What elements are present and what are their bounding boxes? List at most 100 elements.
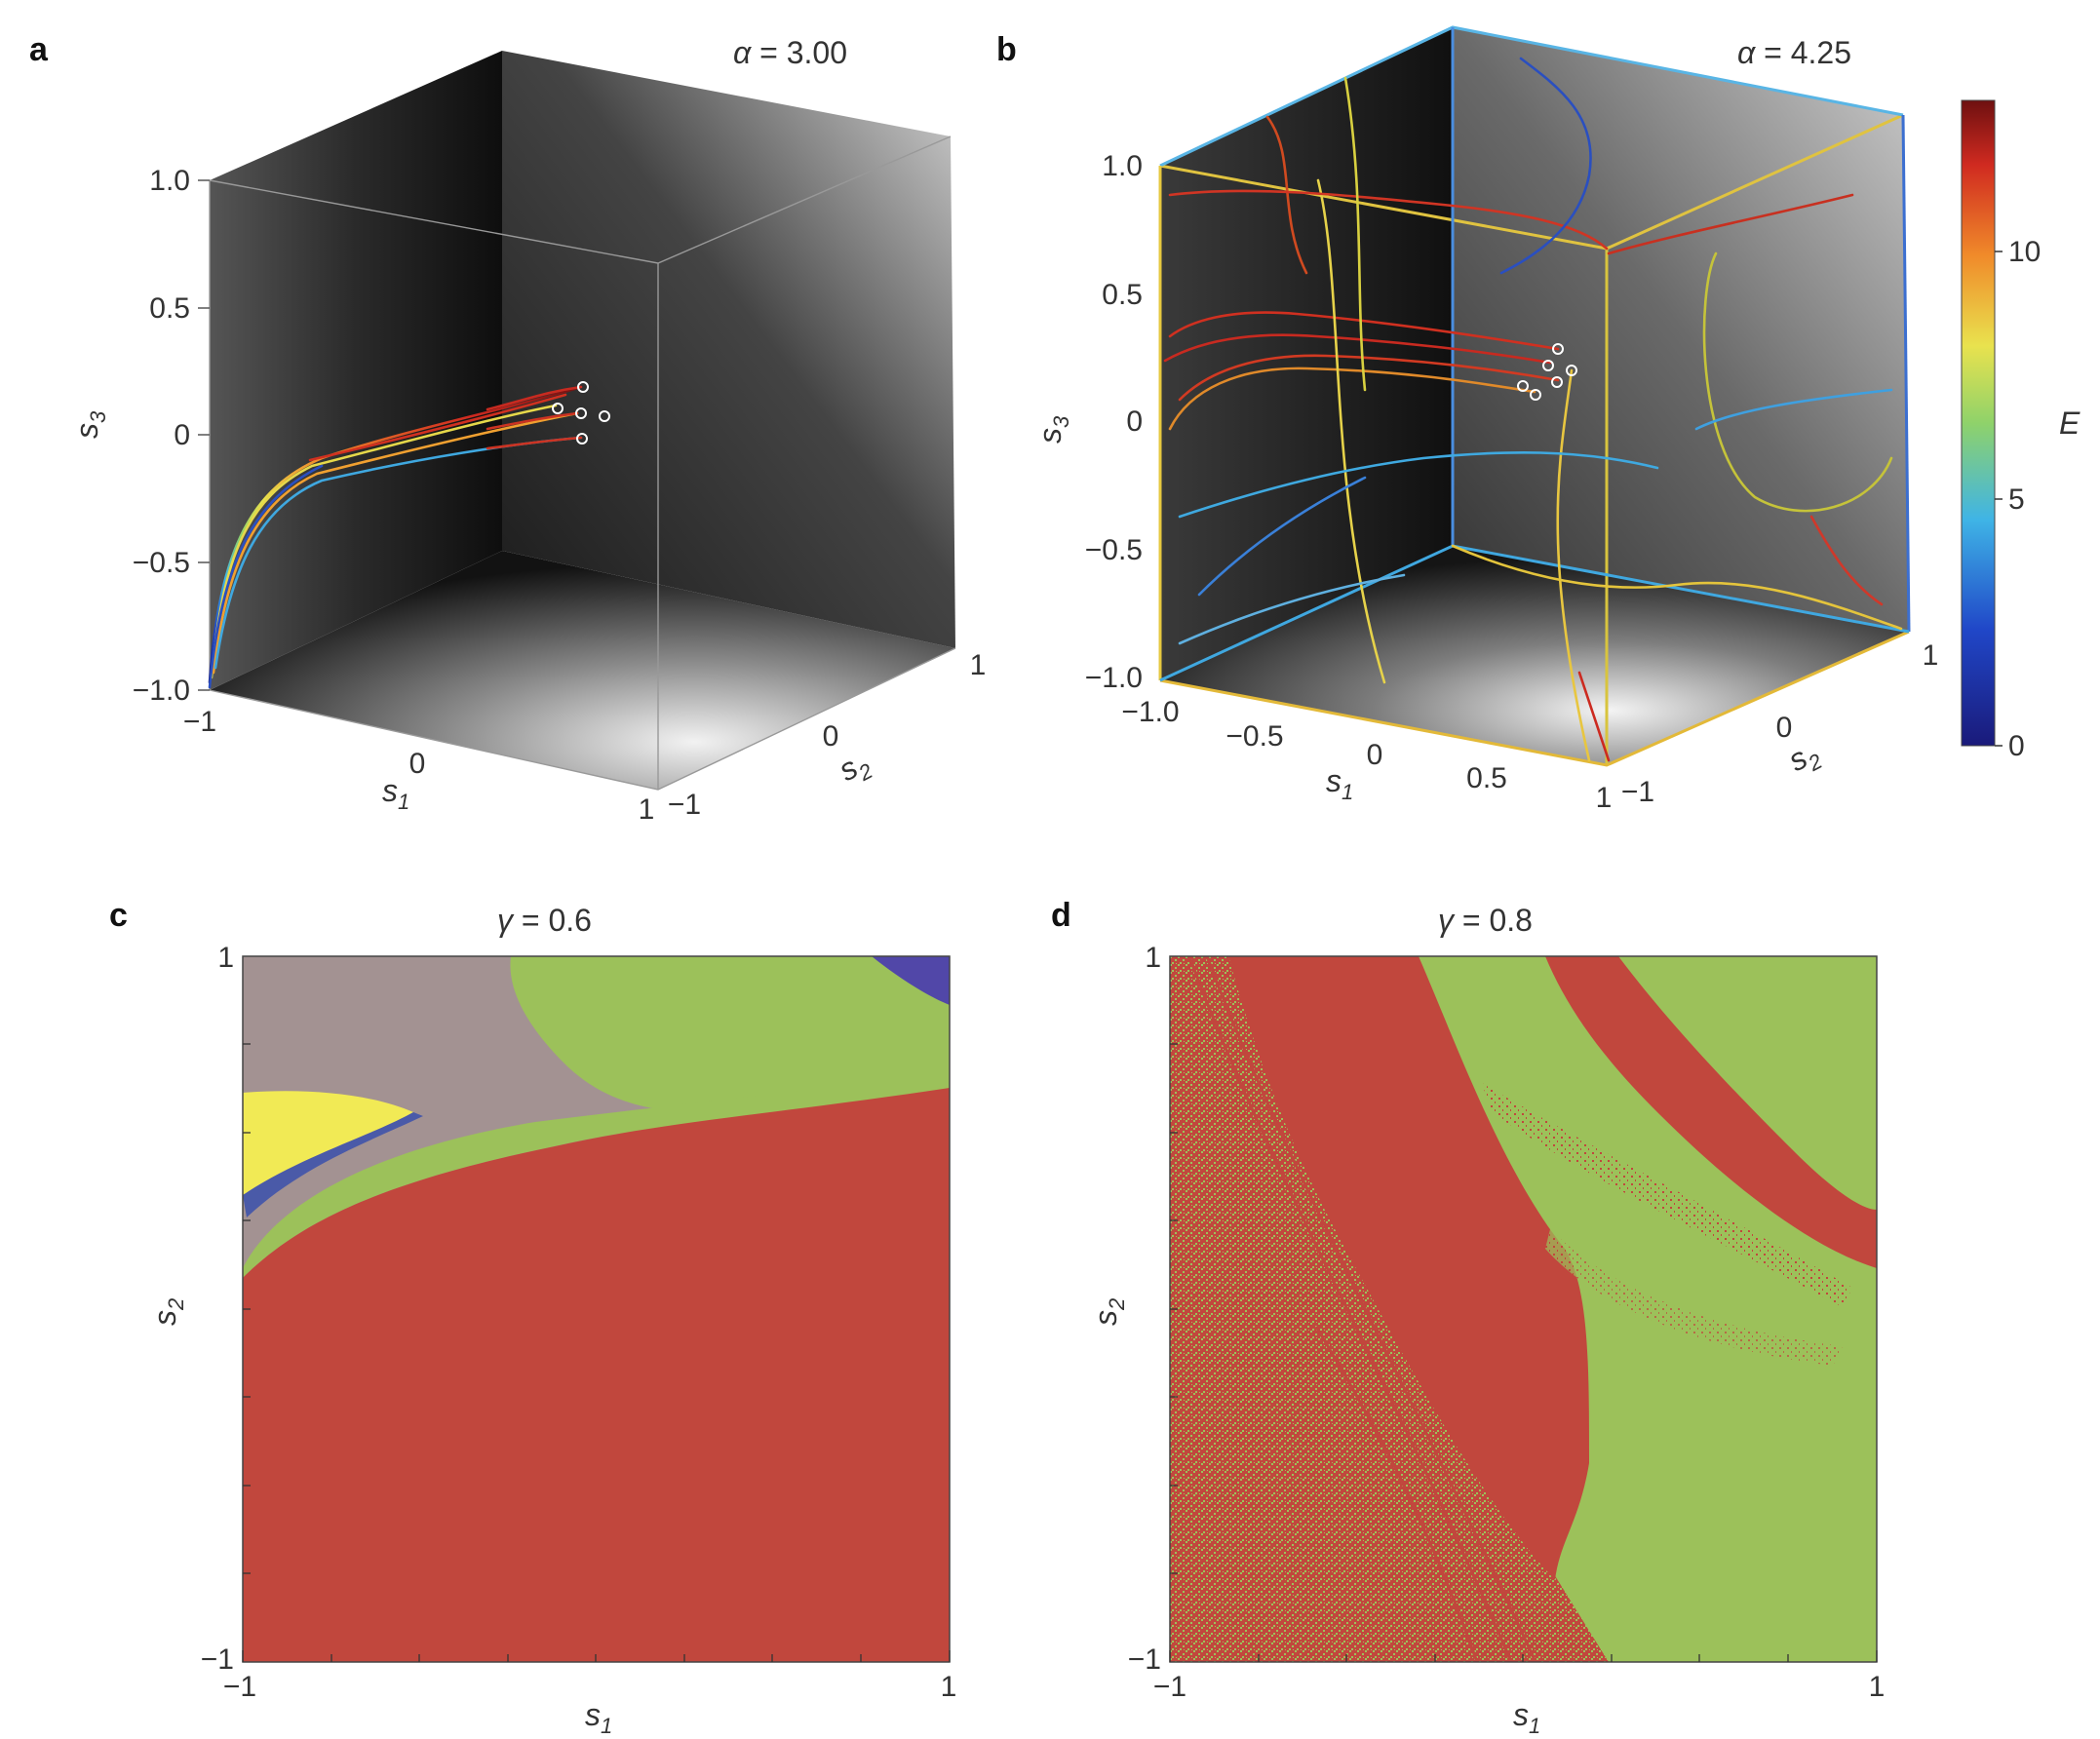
- panel-d-y-label-main: s: [1088, 1310, 1123, 1326]
- panel-b-s1-tick-2: 0: [1367, 739, 1383, 771]
- panel-a-back-wall: [502, 51, 955, 648]
- panel-d-y-label: s2: [1088, 1298, 1129, 1326]
- panel-b-trajectory-16: [1809, 515, 1884, 606]
- panel-a-s1-tick-1: 0: [409, 748, 426, 780]
- panel-b-colorbar-label: E: [2059, 406, 2081, 441]
- panel-b-s1-label-main: s: [1326, 763, 1342, 798]
- panel-b-s2-tick-0: −1: [1621, 776, 1654, 808]
- panel-b-s1-tick-3: 0.5: [1466, 762, 1507, 794]
- panel-a-s1-label: s1: [382, 773, 409, 814]
- panel-d-param-value: = 0.8: [1454, 903, 1533, 938]
- panel-b-start-point-2: [1542, 360, 1554, 371]
- panel-d-ticks: [1169, 1043, 1878, 1662]
- panel-a-s2-label: s2: [833, 744, 876, 792]
- panel-b-colorbar-tick-5: 5: [2008, 483, 2025, 516]
- panel-b-start-points: [1517, 343, 1577, 401]
- panel-b-trajectory-3: [1178, 354, 1560, 402]
- panel-c-x-tick-1: 1: [941, 1671, 957, 1703]
- panel-a-trajectory-5: [308, 393, 567, 462]
- panel-b-colorbar: [1961, 99, 1996, 747]
- panel-d-x-tick-1: 1: [1869, 1671, 1886, 1703]
- panel-d-region-red-top: [1545, 956, 1877, 1268]
- panel-a-s2-tick-1: 0: [823, 720, 839, 753]
- panel-c-label: c: [109, 897, 128, 934]
- panel-a-s3-label-main: s: [69, 423, 104, 439]
- panel-c-y-tick-0: 1: [217, 942, 234, 974]
- panel-a-trajectories: [208, 385, 583, 689]
- panel-a-floor: [210, 551, 955, 790]
- panel-a-s3-ticks: [198, 179, 210, 691]
- panel-c-region-green-band: [243, 1073, 950, 1278]
- panel-a-trajectory-3: [212, 411, 579, 675]
- panel-b-s3-tick-2: 0: [1126, 406, 1143, 438]
- panel-a-trajectory-8: [486, 411, 579, 431]
- panel-c-region-blue: [872, 956, 950, 1005]
- panel-c-param-value: = 0.6: [513, 903, 592, 938]
- panel-a-s3-tick-2: 0: [174, 419, 190, 451]
- panel-a-start-point-3: [575, 407, 587, 419]
- panel-b-trajectory-4: [1168, 367, 1536, 431]
- panel-a-cube-edges: [209, 135, 956, 791]
- panel-a-start-point-2: [552, 403, 564, 414]
- panel-d-plot: [1170, 956, 1877, 1662]
- panel-b-s3-tick-1: 0.5: [1102, 279, 1143, 311]
- panel-b-s1-label: s1: [1326, 763, 1353, 804]
- panel-a-s1-label-sub: 1: [398, 790, 409, 814]
- panel-b-trajectory-19: [1343, 76, 1367, 392]
- panel-b-floor: [1160, 546, 1909, 765]
- panel-c-region-green: [510, 956, 950, 1112]
- panel-a-param: α = 3.00: [733, 35, 847, 70]
- panel-d-region-red-band: [1228, 956, 1589, 1580]
- panel-b-trajectory-18: [1577, 671, 1611, 762]
- panel-b-colorbar-tick-0: 0: [2008, 730, 2025, 762]
- panel-d-y-tick-1: −1: [1128, 1643, 1161, 1676]
- panel-b-trajectory-5: [1316, 178, 1386, 684]
- panel-d-param-symbol: γ: [1438, 903, 1456, 938]
- panel-b-trajectory-11: [1265, 115, 1308, 275]
- panel-c-y-label-main: s: [147, 1310, 182, 1326]
- panel-b-s3-label: s3: [1032, 415, 1073, 444]
- panel-c-region-yellow: [243, 1091, 413, 1195]
- panel-b-param-symbol: α: [1737, 35, 1756, 70]
- panel-b-s3-tick-4: −1.0: [1085, 662, 1143, 694]
- panel-c: c γ = 0.6 −1 1 1 −1 s1 s2: [109, 897, 956, 1738]
- panel-c-y-tick-1: −1: [201, 1643, 234, 1676]
- panel-d-x-label-sub: 1: [1529, 1714, 1540, 1738]
- panel-b-trajectories: [1163, 57, 1903, 762]
- panel-c-x-label: s1: [585, 1697, 612, 1738]
- panel-a-start-points: [552, 381, 610, 444]
- panel-a-s1-tick-0: −1: [183, 706, 216, 738]
- panel-c-region-blue-strip: [243, 1112, 423, 1217]
- panel-b-start-point-3: [1566, 365, 1577, 376]
- panel-b: b α = 4.25: [996, 25, 2081, 814]
- panel-c-x-label-sub: 1: [601, 1714, 612, 1738]
- panel-c-ticks: [242, 1043, 951, 1662]
- panel-d-label: d: [1051, 897, 1071, 934]
- panel-b-s1-tick-1: −0.5: [1225, 720, 1283, 753]
- panel-c-y-label: s2: [147, 1298, 188, 1326]
- panel-c-param: γ = 0.6: [497, 903, 592, 938]
- panel-d-region-speckled-right: [1482, 1083, 1852, 1307]
- panel-b-s3-tick-3: −0.5: [1085, 534, 1143, 566]
- panel-a: a α = 3.00 1.0 0.5 0 −0.5 −1.0 s3 −1 0 1…: [29, 31, 986, 826]
- panel-a-s2-tick-2: 1: [970, 649, 987, 681]
- panel-b-trajectory-2: [1163, 333, 1552, 365]
- panel-b-s1-tick-0: −1.0: [1121, 696, 1179, 728]
- panel-d-x-label-main: s: [1513, 1697, 1529, 1732]
- panel-d-y-tick-0: 1: [1145, 942, 1161, 974]
- panel-b-param: α = 4.25: [1737, 35, 1851, 70]
- panel-a-param-value: = 3.00: [751, 35, 847, 70]
- panel-b-trajectory-12: [1168, 189, 1609, 251]
- panel-b-colorbar-tick-10: 10: [2008, 236, 2041, 268]
- panel-b-trajectory-13: [1607, 193, 1854, 255]
- panel-a-s2-tick-0: −1: [668, 789, 701, 821]
- panel-a-start-point-1: [577, 381, 589, 393]
- panel-c-param-symbol: γ: [497, 903, 515, 938]
- panel-b-colorbar-ticks: [1995, 251, 2003, 747]
- panel-b-s3-tick-0: 1.0: [1102, 150, 1143, 182]
- panel-c-region-red: [243, 1088, 950, 1662]
- panel-a-s1-label-main: s: [382, 773, 398, 808]
- panel-b-s1-tick-4: 1: [1596, 782, 1613, 814]
- panel-a-label: a: [29, 31, 49, 68]
